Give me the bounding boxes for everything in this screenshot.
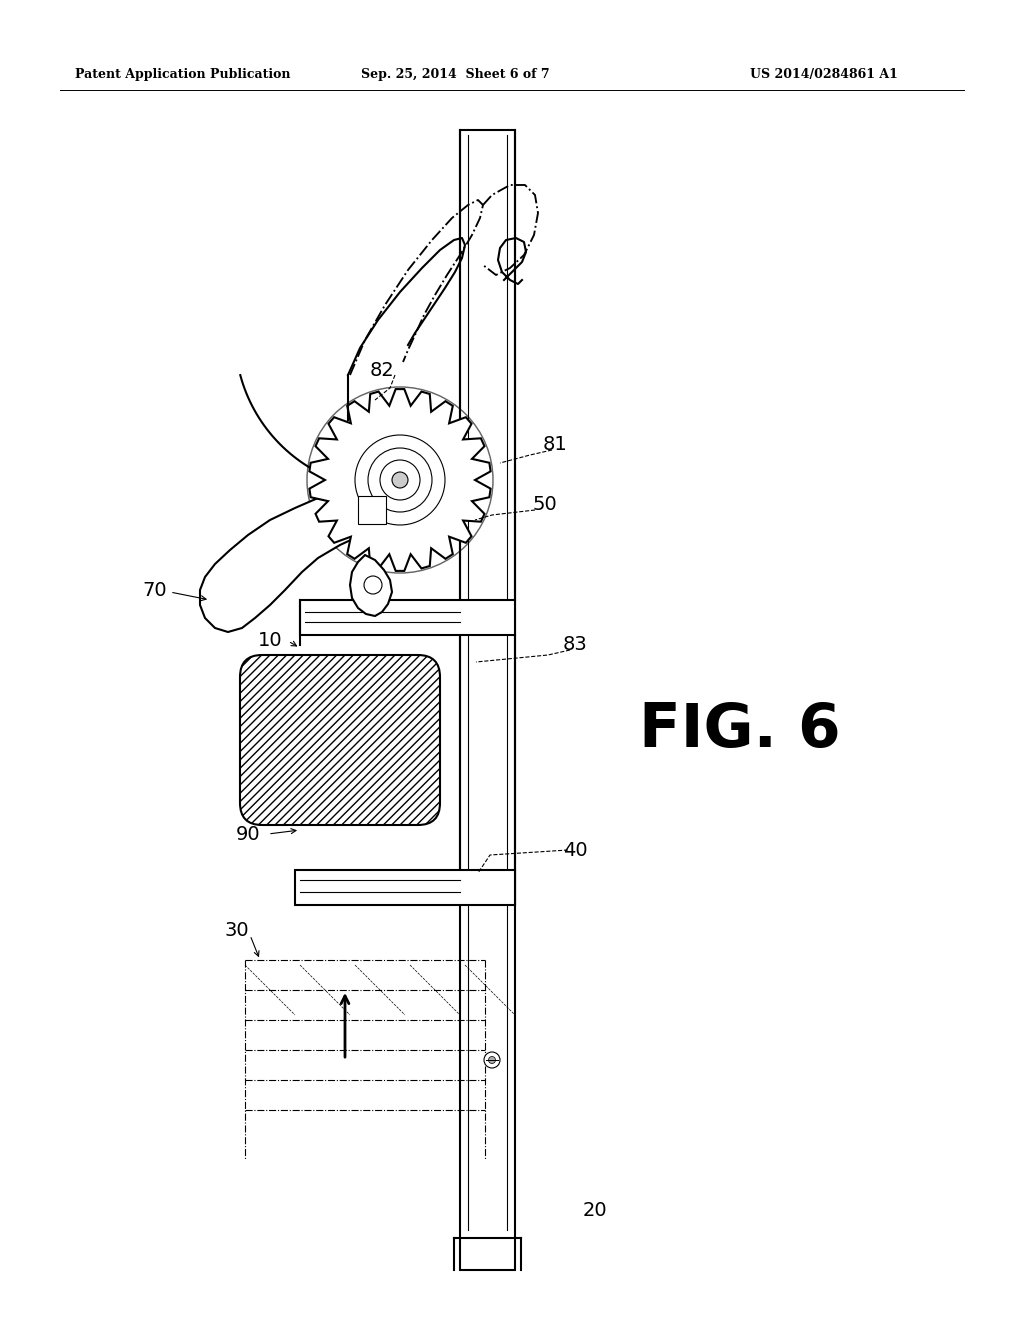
Polygon shape (460, 129, 515, 1270)
Text: Sep. 25, 2014  Sheet 6 of 7: Sep. 25, 2014 Sheet 6 of 7 (360, 69, 549, 81)
Text: 50: 50 (532, 495, 557, 515)
Text: 40: 40 (562, 841, 588, 859)
Text: Patent Application Publication: Patent Application Publication (75, 69, 291, 81)
Text: 10: 10 (258, 631, 283, 649)
Text: 20: 20 (583, 1200, 607, 1220)
Circle shape (355, 436, 445, 525)
Circle shape (392, 473, 408, 488)
FancyBboxPatch shape (240, 655, 440, 825)
Text: 82: 82 (370, 360, 394, 380)
Circle shape (364, 576, 382, 594)
Polygon shape (200, 445, 420, 632)
Text: 81: 81 (543, 436, 567, 454)
Polygon shape (358, 496, 386, 524)
Circle shape (488, 1056, 496, 1064)
Text: 90: 90 (236, 825, 260, 845)
Polygon shape (309, 389, 490, 570)
Polygon shape (300, 601, 515, 635)
Circle shape (380, 459, 420, 500)
Polygon shape (295, 870, 515, 906)
Text: 30: 30 (224, 920, 249, 940)
Polygon shape (350, 554, 392, 616)
Text: 70: 70 (142, 581, 167, 599)
Circle shape (484, 1052, 500, 1068)
Text: US 2014/0284861 A1: US 2014/0284861 A1 (750, 69, 898, 81)
Text: 83: 83 (562, 635, 588, 655)
Circle shape (368, 447, 432, 512)
Text: FIG. 6: FIG. 6 (639, 701, 841, 759)
